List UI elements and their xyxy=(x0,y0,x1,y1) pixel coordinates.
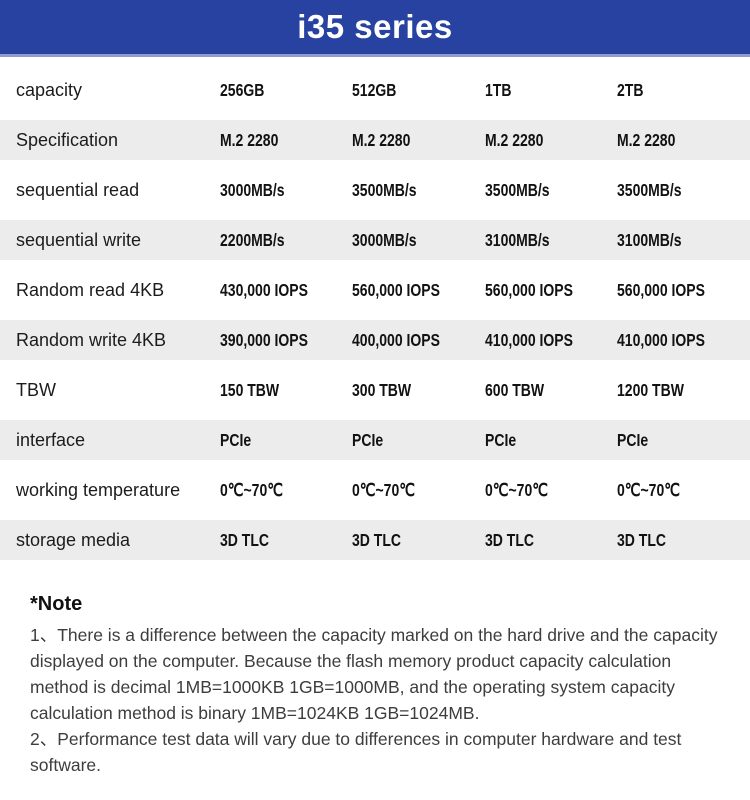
row-label: sequential read xyxy=(16,179,140,200)
cell-value: 430,000 IOPS xyxy=(220,279,308,300)
cell-value: 3100MB/s xyxy=(617,229,682,250)
page-title: i35 series xyxy=(297,8,453,45)
table-row-sequential-read: sequential read 3000MB/s 3500MB/s 3500MB… xyxy=(0,165,750,215)
cell-value: 3000MB/s xyxy=(220,179,285,200)
cell-value: 400,000 IOPS xyxy=(352,329,440,350)
cell-value: 390,000 IOPS xyxy=(220,329,308,350)
row-label: sequential write xyxy=(16,229,142,250)
note-item-1: 1、There is a difference between the capa… xyxy=(30,625,718,723)
row-label: Random read 4KB xyxy=(16,279,165,300)
cell-value: 560,000 IOPS xyxy=(617,279,705,300)
row-label: capacity xyxy=(16,79,83,100)
cell-value: 560,000 IOPS xyxy=(352,279,440,300)
cell-value: 410,000 IOPS xyxy=(485,329,573,350)
note-section: *Note 1、There is a difference between th… xyxy=(0,565,750,778)
cell-value: 560,000 IOPS xyxy=(485,279,573,300)
cell-value: 0℃~70℃ xyxy=(485,479,548,500)
note-heading: *Note xyxy=(30,593,83,615)
cell-value: 512GB xyxy=(352,79,397,100)
cell-value: 150 TBW xyxy=(220,379,280,400)
cell-value: 3500MB/s xyxy=(485,179,550,200)
table-row-random-read: Random read 4KB 430,000 IOPS 560,000 IOP… xyxy=(0,265,750,315)
cell-value: 3500MB/s xyxy=(352,179,417,200)
table-row-tbw: TBW 150 TBW 300 TBW 600 TBW 1200 TBW xyxy=(0,365,750,415)
cell-value: PCIe xyxy=(352,429,384,450)
table-row-random-write: Random write 4KB 390,000 IOPS 400,000 IO… xyxy=(0,315,750,365)
cell-value: 3000MB/s xyxy=(352,229,417,250)
cell-value: 410,000 IOPS xyxy=(617,329,705,350)
cell-value: M.2 2280 xyxy=(485,129,544,150)
cell-value: PCIe xyxy=(485,429,517,450)
cell-value: 300 TBW xyxy=(352,379,412,400)
cell-value: PCIe xyxy=(220,429,252,450)
cell-value: 3D TLC xyxy=(352,529,401,550)
cell-value: 2TB xyxy=(617,79,644,100)
table-row-interface: interface PCIe PCIe PCIe PCIe xyxy=(0,415,750,465)
spec-table: capacity 256GB 512GB 1TB 2TB Specificati… xyxy=(0,57,750,565)
cell-value: 3500MB/s xyxy=(617,179,682,200)
table-row-storage-media: storage media 3D TLC 3D TLC 3D TLC 3D TL… xyxy=(0,515,750,565)
cell-value: 3D TLC xyxy=(617,529,666,550)
note-item-2: 2、Performance test data will vary due to… xyxy=(30,729,682,775)
table-row-sequential-write: sequential write 2200MB/s 3000MB/s 3100M… xyxy=(0,215,750,265)
row-label: interface xyxy=(16,429,86,450)
row-label: working temperature xyxy=(16,479,181,500)
cell-value: PCIe xyxy=(617,429,649,450)
header-bar: i35 series xyxy=(0,0,750,57)
table-row-specification: Specification M.2 2280 M.2 2280 M.2 2280… xyxy=(0,115,750,165)
cell-value: 3100MB/s xyxy=(485,229,550,250)
row-label: storage media xyxy=(16,529,131,550)
cell-value: 256GB xyxy=(220,79,265,100)
cell-value: 600 TBW xyxy=(485,379,545,400)
table-row-capacity: capacity 256GB 512GB 1TB 2TB xyxy=(0,65,750,115)
cell-value: 3D TLC xyxy=(485,529,534,550)
cell-value: 0℃~70℃ xyxy=(220,479,283,500)
cell-value: M.2 2280 xyxy=(617,129,676,150)
cell-value: M.2 2280 xyxy=(220,129,279,150)
cell-value: 2200MB/s xyxy=(220,229,285,250)
cell-value: 0℃~70℃ xyxy=(617,479,680,500)
row-label: Random write 4KB xyxy=(16,329,167,350)
row-label: TBW xyxy=(16,379,56,400)
row-label: Specification xyxy=(16,129,119,150)
cell-value: 0℃~70℃ xyxy=(352,479,415,500)
cell-value: 3D TLC xyxy=(220,529,269,550)
cell-value: 1200 TBW xyxy=(617,379,684,400)
cell-value: 1TB xyxy=(485,79,512,100)
cell-value: M.2 2280 xyxy=(352,129,411,150)
table-row-working-temperature: working temperature 0℃~70℃ 0℃~70℃ 0℃~70℃… xyxy=(0,465,750,515)
